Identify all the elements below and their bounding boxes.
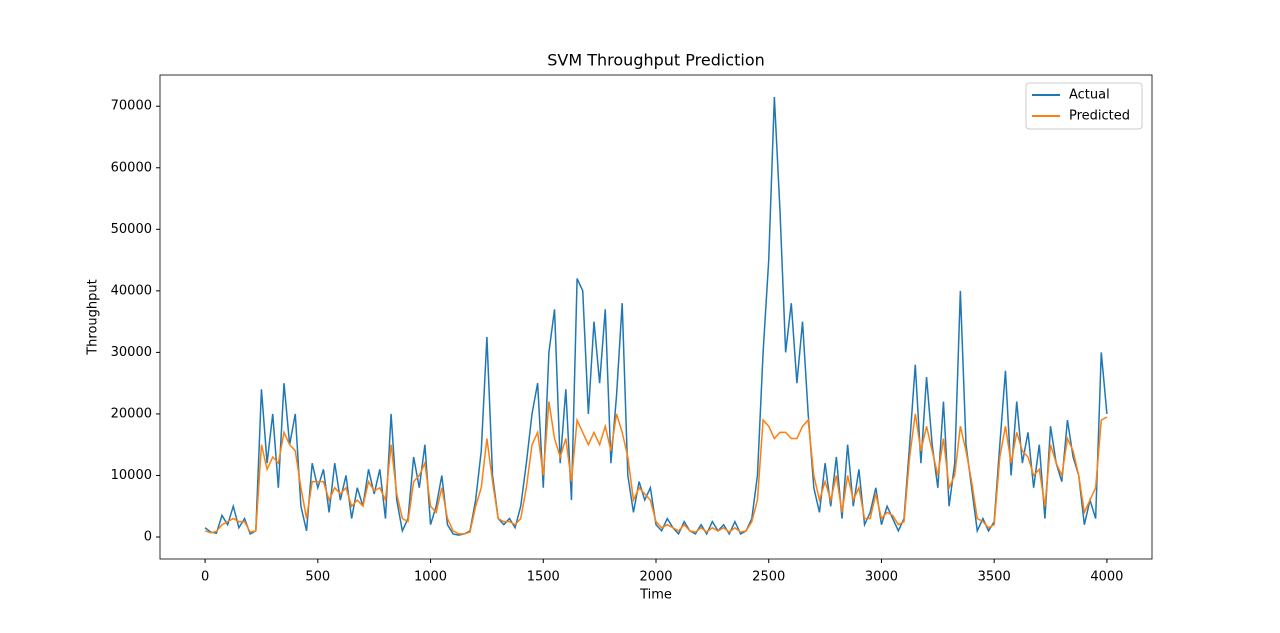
x-tick-label: 1000 — [414, 570, 447, 585]
y-tick-label: 20000 — [111, 406, 152, 421]
y-tick-label: 60000 — [111, 160, 152, 175]
x-axis-label: Time — [639, 588, 672, 603]
x-tick-label: 3000 — [865, 570, 898, 585]
y-tick-label: 50000 — [111, 222, 152, 237]
x-tick-label: 2500 — [752, 570, 785, 585]
legend-label: Actual — [1069, 88, 1110, 103]
x-tick-label: 3500 — [978, 570, 1011, 585]
legend-label: Predicted — [1069, 109, 1130, 124]
y-tick-label: 70000 — [111, 99, 152, 114]
x-tick-label: 2000 — [639, 570, 672, 585]
x-tick-label: 4000 — [1090, 570, 1123, 585]
y-tick-label: 30000 — [111, 345, 152, 360]
y-tick-label: 10000 — [111, 468, 152, 483]
y-axis-label: Throughput — [86, 279, 101, 356]
chart-title: SVM Throughput Prediction — [547, 51, 765, 70]
x-tick-label: 500 — [305, 570, 330, 585]
series-line — [204, 96, 1108, 536]
x-tick-label: 0 — [201, 570, 209, 585]
y-tick-label: 0 — [144, 530, 152, 545]
plot-frame — [159, 74, 1153, 560]
series-line — [204, 401, 1108, 535]
y-tick-label: 40000 — [111, 283, 152, 298]
x-tick-label: 1500 — [527, 570, 560, 585]
